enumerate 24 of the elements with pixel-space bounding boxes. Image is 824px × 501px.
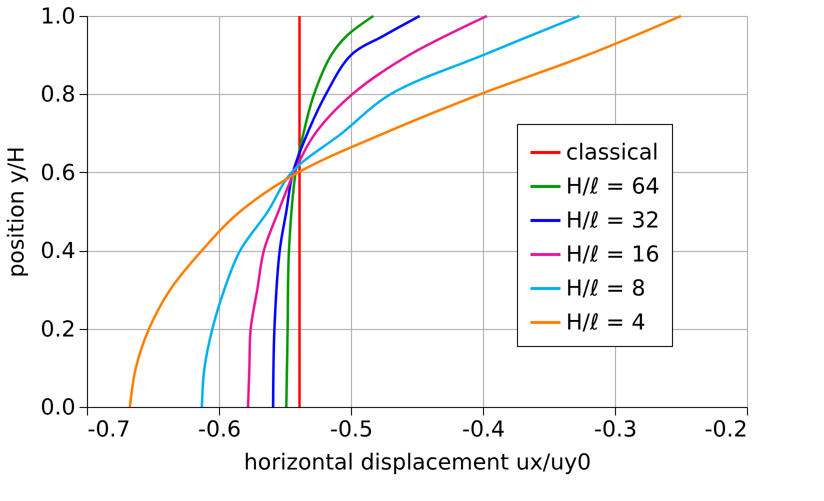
y-axis-title: position y/H: [4, 146, 30, 278]
x-tick-label: -0.7: [88, 418, 130, 442]
y-tick-label: 0.0: [40, 396, 76, 420]
line-series: [246, 14, 488, 408]
x-tick-label: -0.2: [704, 418, 748, 442]
line-series: [285, 14, 375, 408]
legend-label: H/ℓ = 8: [566, 276, 646, 302]
x-tick-label: -0.5: [330, 418, 373, 442]
y-tick-label: 0.4: [40, 239, 76, 264]
x-tick-label: -0.6: [198, 418, 241, 442]
legend-label: H/ℓ = 4: [566, 310, 646, 336]
x-tick-label: -0.3: [594, 418, 637, 442]
y-tick-label: 1.0: [40, 4, 76, 30]
line-series: [272, 14, 421, 408]
y-tick-label: 0.6: [40, 160, 76, 186]
legend-label: H/ℓ = 16: [566, 242, 660, 268]
legend-label: classical: [566, 140, 658, 166]
legend-label: H/ℓ = 32: [566, 208, 660, 234]
y-tick-label: 0.2: [40, 317, 76, 342]
line-series: [128, 14, 682, 408]
legend-label: H/ℓ = 64: [566, 174, 660, 200]
y-tick-label: 0.8: [40, 82, 76, 108]
x-axis-title: horizontal displacement ux/uy0: [244, 450, 592, 476]
x-tick-label: -0.4: [462, 418, 505, 442]
